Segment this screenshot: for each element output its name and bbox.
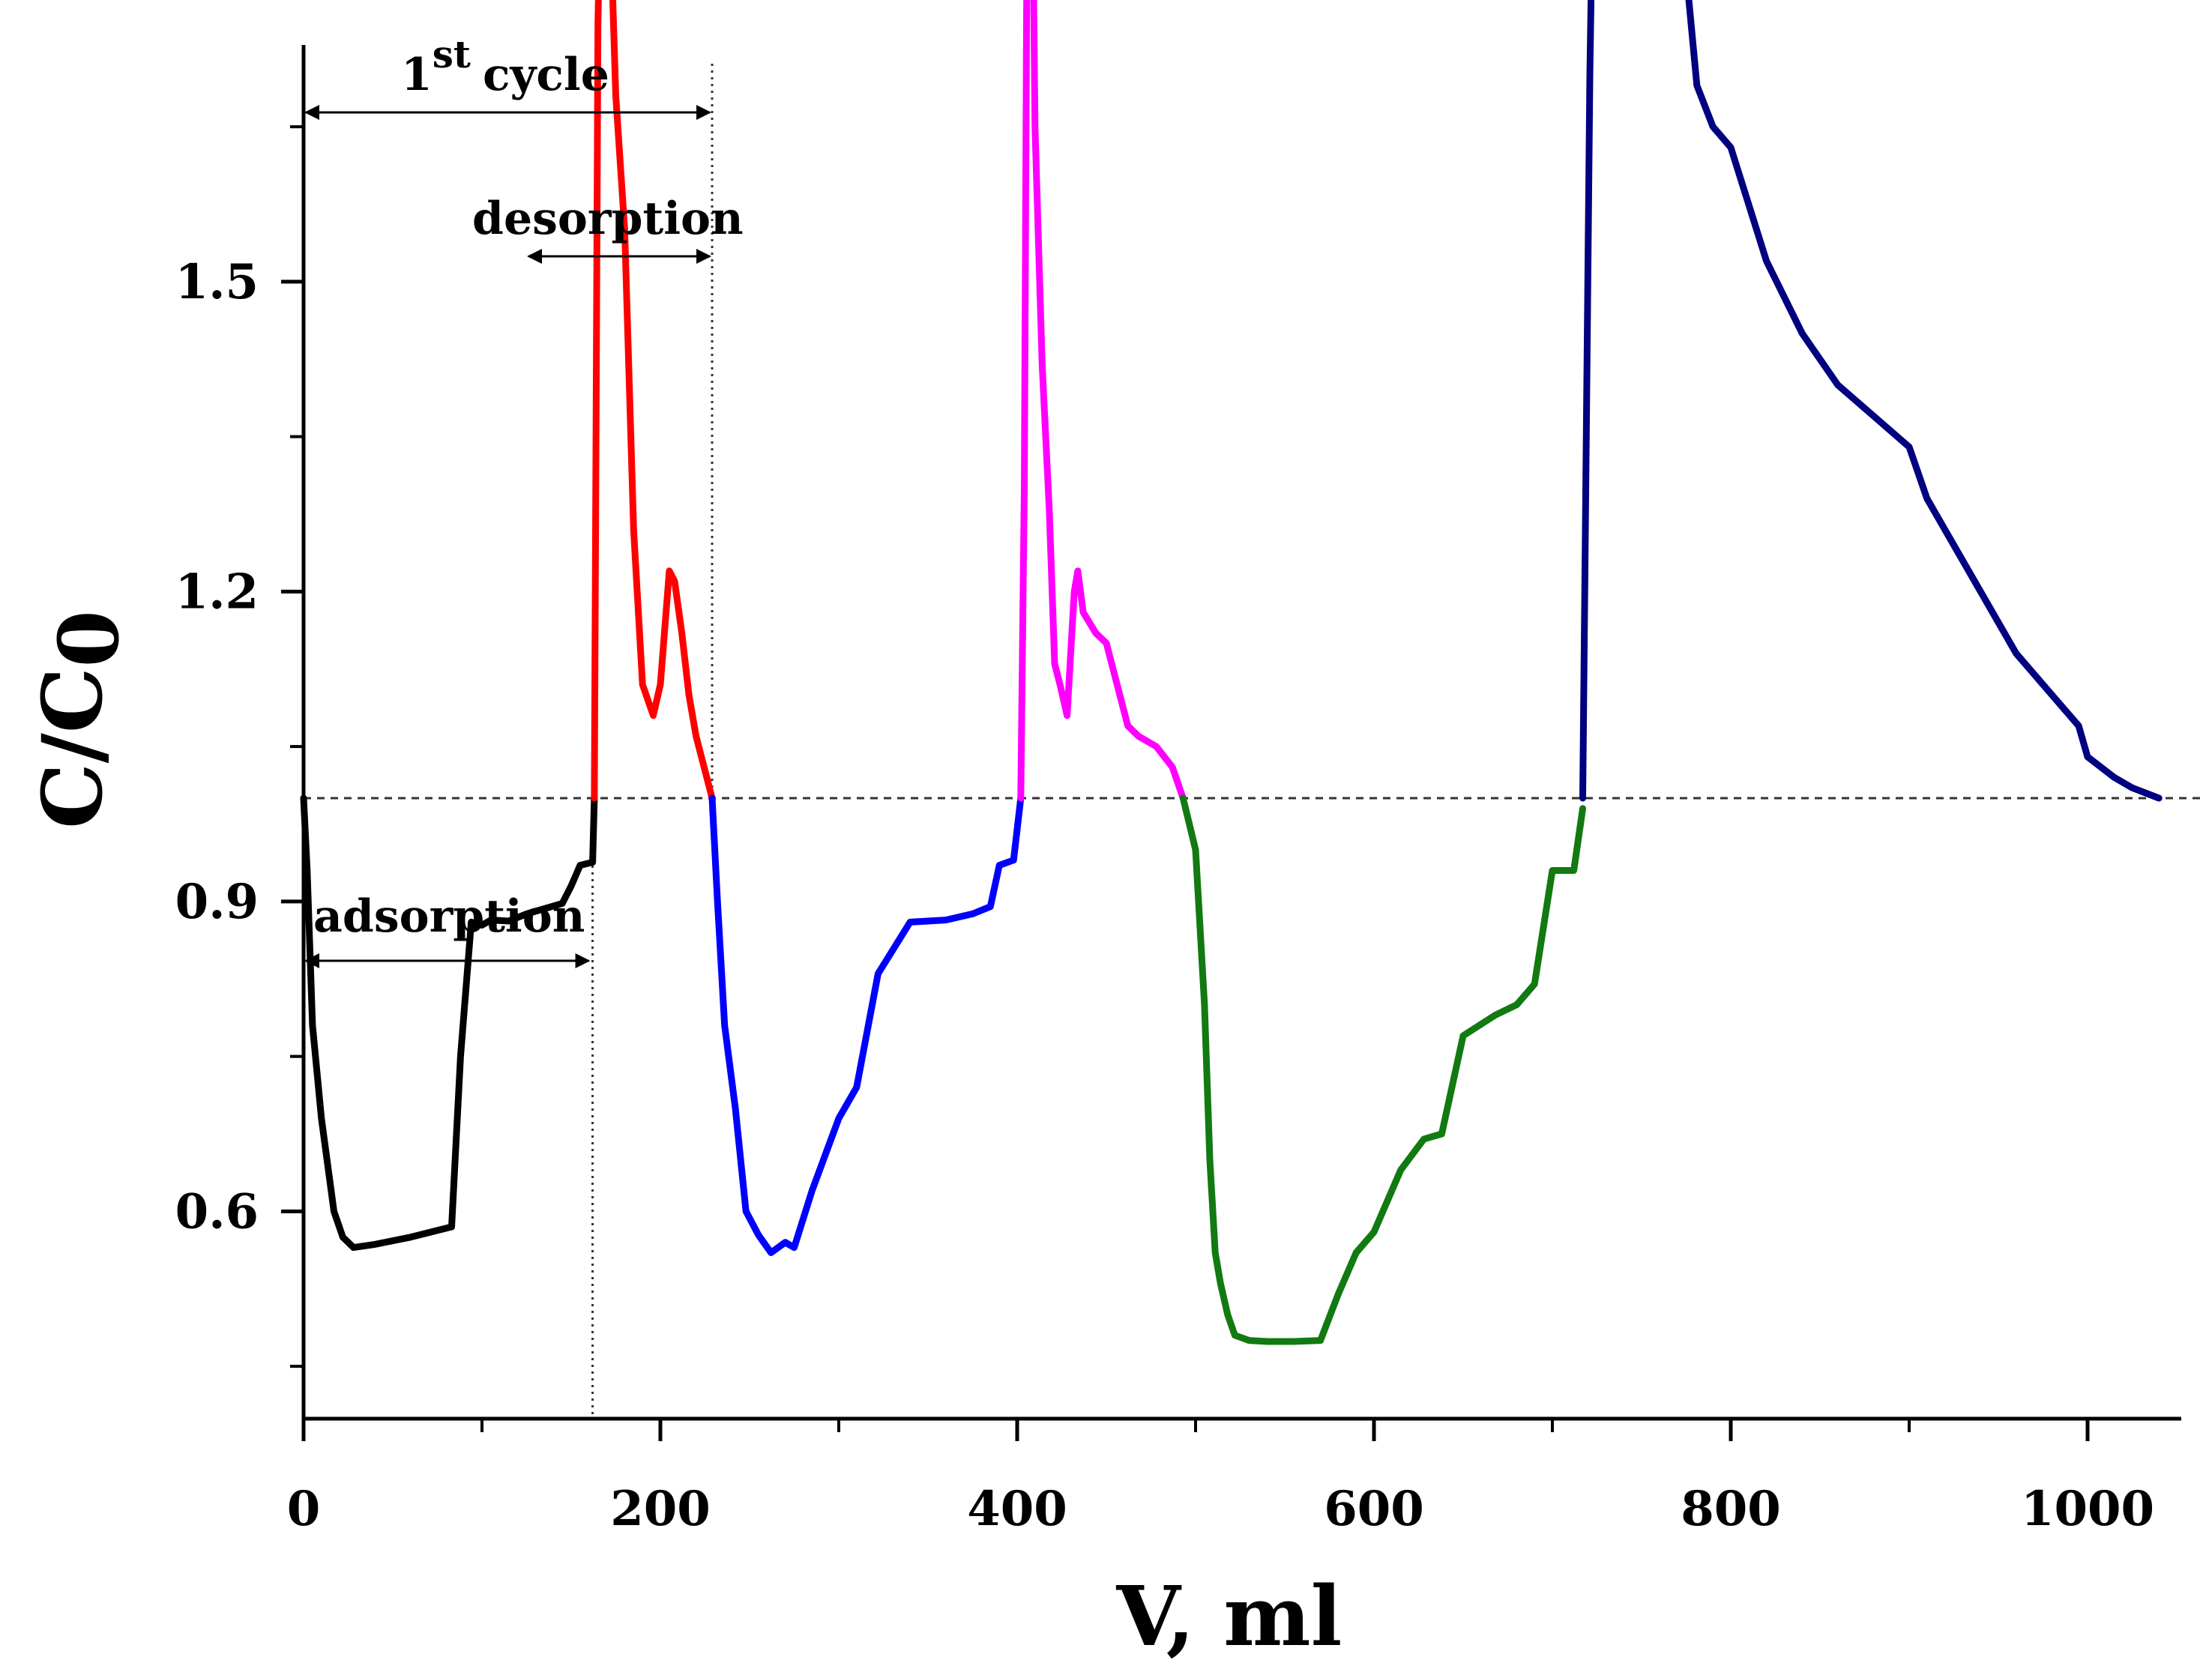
y-axis-title: C/C0 bbox=[24, 610, 137, 829]
x-tick-label: 600 bbox=[1324, 1481, 1424, 1537]
x-tick-label: 200 bbox=[610, 1481, 711, 1537]
y-tick-label: 0.9 bbox=[175, 874, 259, 930]
adsorption-annotation: adsorption bbox=[313, 890, 585, 943]
x-tick-label: 400 bbox=[967, 1481, 1067, 1537]
y-axis-title-subscript: 0 bbox=[40, 610, 137, 668]
cycle-superscript: st bbox=[433, 32, 471, 76]
cycle-word: cycle bbox=[483, 49, 609, 101]
y-tick-label: 1.2 bbox=[175, 564, 259, 620]
tick-group bbox=[281, 125, 2090, 1441]
y-tick-label: 1.5 bbox=[175, 254, 259, 310]
desorption-annotation: desorption bbox=[472, 193, 744, 245]
y-axis-title-main: C/C bbox=[24, 668, 121, 829]
series-line-desorption-3 bbox=[1579, 0, 2163, 802]
x-tick-label: 800 bbox=[1681, 1481, 1781, 1537]
x-tick-label: 0 bbox=[287, 1481, 321, 1537]
series-line-desorption-2 bbox=[1017, 0, 1187, 802]
series-group bbox=[300, 0, 2163, 1345]
y-tick-label: 0.6 bbox=[175, 1183, 259, 1240]
cycle-annotation: 1st cycle bbox=[401, 32, 609, 101]
series-line-adsorption-3 bbox=[1179, 794, 1586, 1345]
series-line-adsorption-1 bbox=[300, 794, 598, 1252]
series-line-desorption-1 bbox=[591, 0, 716, 802]
x-tick-label: 1000 bbox=[2021, 1481, 2154, 1537]
x-axis-title: V, ml bbox=[1116, 1568, 1342, 1663]
series-line-adsorption-2 bbox=[708, 794, 1025, 1256]
cycle-number: 1 bbox=[401, 49, 433, 101]
